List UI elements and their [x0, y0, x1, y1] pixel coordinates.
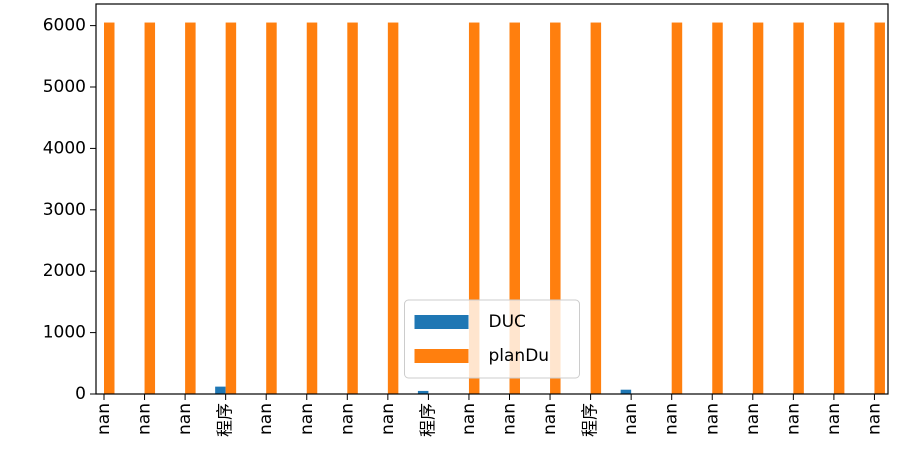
- plot-frame: [95, 3, 889, 395]
- y-tick-label: 6000: [43, 16, 86, 36]
- x-tick-label: nan: [783, 403, 803, 435]
- x-tick-label: nan: [256, 403, 276, 435]
- x-tick-label: nan: [743, 403, 763, 435]
- y-tick-label: 5000: [43, 77, 86, 97]
- x-tick-label: 程序: [581, 403, 601, 437]
- x-tick-label: nan: [662, 403, 682, 435]
- x-tick-label: nan: [824, 403, 844, 435]
- y-tick-label: 1000: [43, 323, 86, 343]
- bar: [671, 22, 683, 395]
- x-tick-label: 程序: [418, 403, 438, 437]
- bar: [266, 22, 277, 395]
- x-tick-label: nan: [621, 403, 641, 435]
- bar: [215, 386, 226, 394]
- legend-label: DUC: [489, 312, 526, 332]
- y-tick-label: 2000: [43, 261, 86, 281]
- x-tick-label: nan: [175, 403, 195, 435]
- x-tick-label: nan: [540, 403, 560, 435]
- bar: [874, 22, 885, 395]
- x-tick-label: nan: [297, 403, 317, 435]
- legend-label: planDu: [489, 346, 550, 366]
- bar: [793, 22, 804, 395]
- bar: [620, 389, 632, 394]
- bar: [417, 390, 429, 394]
- x-tick-label: nan: [500, 403, 520, 435]
- y-tick-label: 4000: [43, 138, 86, 158]
- bar: [104, 22, 115, 395]
- bar: [387, 22, 399, 395]
- bar: [590, 22, 602, 395]
- bar: [225, 22, 237, 395]
- bar: [185, 22, 196, 395]
- y-tick-label: 0: [75, 384, 86, 404]
- x-tick-label: nan: [459, 403, 479, 435]
- bar: [468, 22, 480, 395]
- x-tick-label: 程序: [216, 403, 236, 437]
- x-tick-label: nan: [864, 403, 884, 435]
- bar: [144, 22, 156, 395]
- x-tick-label: nan: [337, 403, 357, 435]
- x-tick-label: nan: [135, 403, 155, 435]
- bar: [752, 22, 764, 395]
- bar: [509, 22, 520, 395]
- x-tick-label: nan: [702, 403, 722, 435]
- legend-swatch: [414, 349, 469, 363]
- bar: [306, 22, 318, 395]
- bar: [712, 22, 723, 395]
- bar: [550, 22, 561, 395]
- bar: [347, 22, 358, 395]
- x-tick-label: nan: [94, 403, 114, 435]
- bar: [833, 22, 845, 395]
- legend-swatch: [414, 315, 469, 329]
- y-tick-label: 3000: [43, 200, 86, 220]
- x-tick-label: nan: [378, 403, 398, 435]
